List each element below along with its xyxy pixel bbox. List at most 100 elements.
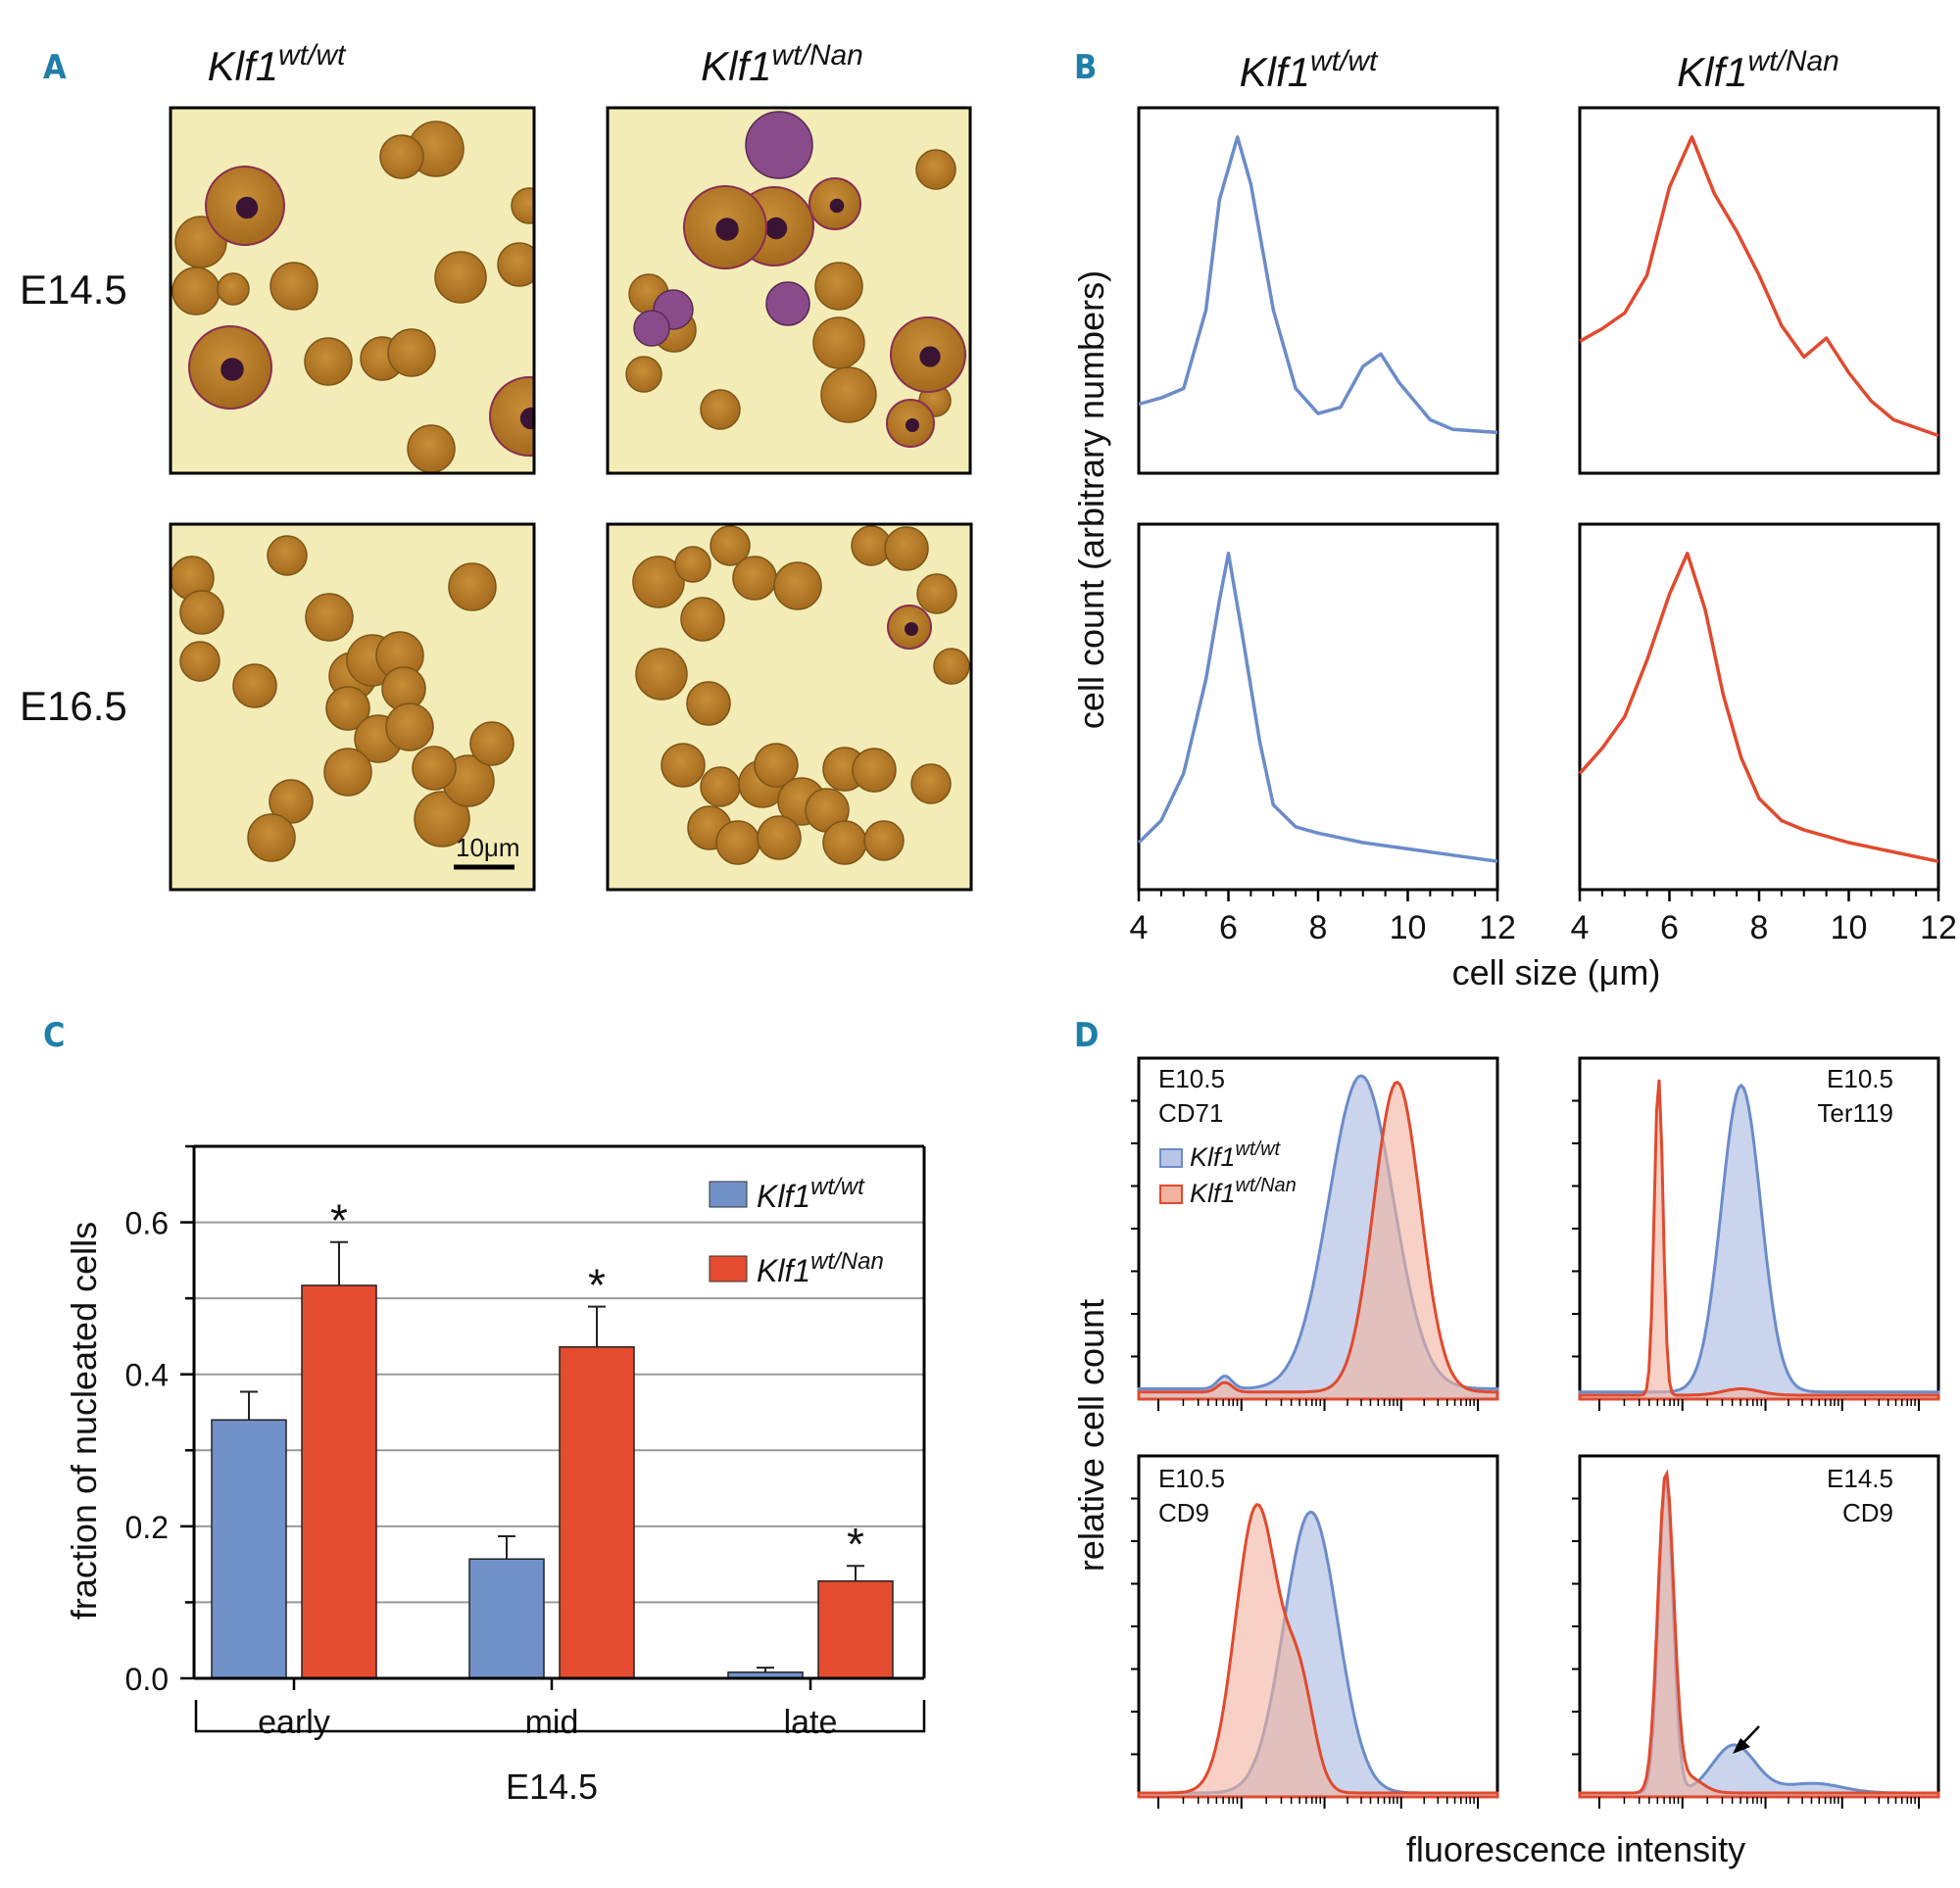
micrograph-frame (169, 106, 536, 475)
y-tick-label: 0.0 (125, 1662, 169, 1697)
red-blood-cell (757, 815, 802, 860)
x-category-label: early (258, 1704, 330, 1741)
d1-stage: E10.5 (1158, 1064, 1225, 1093)
red-blood-cell (754, 743, 799, 788)
distribution-curve (1138, 135, 1498, 435)
d1-marker: CD71 (1158, 1098, 1223, 1128)
red-blood-cell (680, 597, 725, 642)
micrograph-frame (606, 522, 973, 892)
panel-b-xlabel: cell size (μm) (1452, 952, 1661, 992)
micrograph-e165-nan (606, 522, 973, 892)
micrograph-frame (169, 522, 536, 892)
x-category-label: mid (525, 1704, 579, 1741)
cell-nucleus (220, 358, 244, 381)
red-blood-cell (270, 262, 318, 311)
significance-star: * (588, 1260, 606, 1311)
red-blood-cell (448, 562, 497, 611)
histogram-frame (1578, 1454, 1940, 1799)
x-category-label: late (784, 1704, 838, 1741)
x-tick-label: 4 (1571, 909, 1590, 946)
cell-nucleus (715, 218, 739, 241)
x-tick-label: 6 (1219, 909, 1238, 946)
red-blood-cell (305, 593, 354, 642)
x-tick-label: 6 (1660, 909, 1679, 946)
red-blood-cell (387, 328, 436, 377)
significance-star: * (330, 1195, 348, 1246)
y-tick-label: 0.4 (125, 1358, 169, 1393)
x-tick-label: 10 (1390, 909, 1427, 946)
y-tick-label: 0.2 (125, 1510, 169, 1545)
panel-a-col2-title: Klf1wt/Nan (701, 39, 863, 89)
d3-marker: CD9 (1158, 1498, 1209, 1527)
panel-b-col1-title: Klf1wt/wt (1240, 45, 1379, 95)
x-tick-label: 12 (1479, 909, 1516, 946)
red-blood-cell (715, 820, 760, 865)
d4-arrowhead-icon (1733, 1738, 1750, 1754)
legend-swatch-wt (709, 1181, 748, 1208)
red-blood-cell (732, 556, 777, 601)
red-blood-cell (304, 337, 353, 386)
red-blood-cell (325, 686, 370, 731)
distribution-curve (1579, 135, 1939, 438)
histogram-nan (1137, 1080, 1499, 1401)
x-tick-label: 10 (1831, 909, 1868, 946)
histogram-nan (1578, 1079, 1940, 1401)
red-blood-cell (773, 561, 822, 610)
panel-d-legend: Klf1wt/wt Klf1wt/Nan (1159, 1138, 1297, 1208)
d4-stage: E14.5 (1827, 1464, 1893, 1493)
red-blood-cell (822, 820, 867, 865)
distribution-frame (1137, 106, 1499, 475)
panel-c-group-bracket (194, 1700, 926, 1733)
x-tick-label: 8 (1309, 909, 1328, 946)
bar (559, 1346, 635, 1679)
histogram-nan (1578, 1469, 1940, 1799)
legend-label-wt: Klf1wt/wt (757, 1174, 865, 1214)
panel-b-curves (1137, 135, 1939, 863)
x-tick-label: 4 (1130, 909, 1149, 946)
cell-nucleus (235, 196, 259, 219)
cell-nucleus (905, 622, 918, 636)
red-blood-cell (379, 134, 424, 179)
panel-b-letter: B (1074, 48, 1097, 87)
significance-star: * (847, 1519, 864, 1570)
red-blood-cell (267, 535, 308, 576)
d-legend-label-wt: Klf1wt/wt (1190, 1138, 1282, 1172)
red-blood-cell (700, 389, 741, 430)
micrograph-cells (172, 121, 534, 473)
stained-cell (765, 281, 810, 326)
histogram-wt (1578, 1083, 1940, 1401)
red-blood-cell (179, 641, 220, 682)
micrograph-e145-wt (169, 106, 536, 475)
bar (301, 1284, 377, 1679)
legend-label-nan: Klf1wt/Nan (757, 1248, 884, 1288)
red-blood-cell (434, 251, 487, 304)
cell-nucleus (829, 198, 845, 214)
panel-a-col1-title: Klf1wt/wt (208, 39, 347, 89)
red-blood-cell (700, 766, 741, 807)
red-blood-cell (812, 316, 865, 369)
stained-cell (633, 310, 670, 347)
micrograph-e145-nan (606, 106, 972, 475)
red-blood-cell (511, 187, 534, 224)
panel-c-letter: C (43, 1016, 65, 1055)
y-tick-label: 0.6 (125, 1206, 169, 1241)
cell-nucleus (906, 418, 919, 432)
cell-nucleus (919, 346, 941, 367)
bar (468, 1558, 545, 1679)
red-blood-cell (632, 556, 685, 608)
red-blood-cell (916, 573, 957, 614)
red-blood-cell (414, 791, 470, 847)
micrograph-cells (632, 525, 970, 865)
red-blood-cell (172, 266, 220, 315)
panel-d-histograms (1131, 1056, 1940, 1809)
cell-nucleus (764, 217, 788, 240)
red-blood-cell (674, 546, 711, 583)
panel-c-legend: Klf1wt/wt Klf1wt/Nan (709, 1174, 884, 1288)
micrograph-e165-wt (169, 522, 536, 892)
scale-bar-label: 10μm (456, 833, 520, 862)
red-blood-cell (884, 526, 929, 571)
panel-c-ylabel: fraction of nucleated cells (64, 1222, 104, 1620)
d-legend-swatch-wt (1159, 1148, 1183, 1168)
micrograph-frame (606, 106, 972, 475)
